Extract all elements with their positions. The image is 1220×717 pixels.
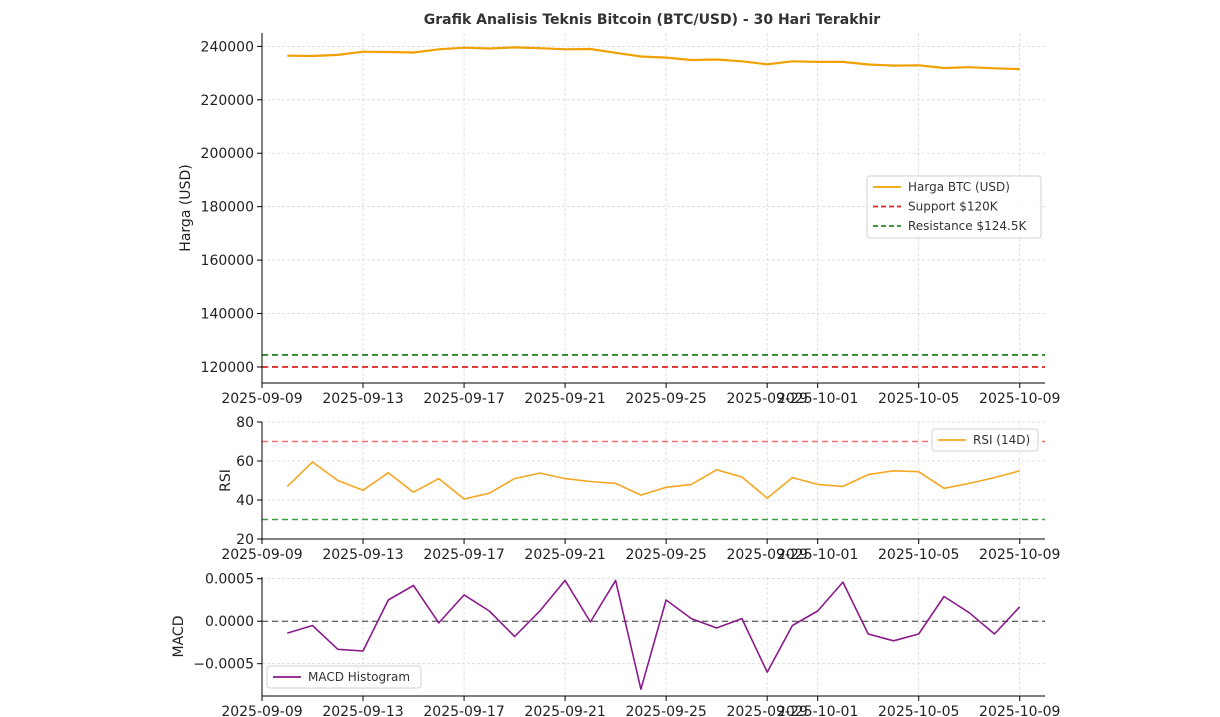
y-axis-label: RSI <box>218 469 234 492</box>
y-tick-label: 80 <box>236 415 254 431</box>
price-panel: 120000 140000 160000 180000 200000 220000 2400… <box>178 33 1060 407</box>
series-line <box>286 461 1020 500</box>
y-tick-label: 60 <box>236 454 254 470</box>
x-tick-label: 2025-10-05 <box>878 547 959 563</box>
y-tick-label: 160000 <box>201 253 254 269</box>
x-tick-label: 2025-10-05 <box>878 391 959 407</box>
x-tick-label: 2025-10-09 <box>979 547 1060 563</box>
x-tick-label: 2025-09-29 <box>726 704 807 717</box>
y-tick-label: −0.0005 <box>193 657 254 673</box>
series-line <box>287 46 1020 71</box>
legend-box <box>866 175 1042 239</box>
y-tick-label: 220000 <box>201 93 254 109</box>
x-tick-label: 2025-09-25 <box>625 704 706 717</box>
series-line <box>287 579 1021 691</box>
y-tick-label: 140000 <box>201 307 254 323</box>
x-tick-label: 2025-10-01 <box>777 547 858 563</box>
x-tick-label: 2025-10-01 <box>777 391 858 407</box>
x-tick-label: 2025-09-17 <box>423 391 504 407</box>
legend-label: Harga BTC (USD) <box>908 180 1010 194</box>
x-tick-label: 2025-09-29 <box>726 391 807 407</box>
y-tick-label: 0.0005 <box>205 572 254 588</box>
x-tick-label: 2025-09-13 <box>322 704 403 717</box>
x-tick-label: 2025-09-13 <box>322 547 403 563</box>
y-axis-label: MACD <box>171 616 187 658</box>
rsi-panel: 20 40 60 80 2025-09-09 2025-09-13 2025-09-17 20… <box>218 415 1060 563</box>
y-tick-label: 0.0000 <box>205 614 254 630</box>
x-tick-label: 2025-09-09 <box>221 547 302 563</box>
x-tick-label: 2025-09-09 <box>221 704 302 717</box>
legend-box <box>266 665 422 689</box>
y-tick-label: 240000 <box>201 39 254 55</box>
x-tick-label: 2025-09-09 <box>221 391 302 407</box>
x-tick-label: 2025-09-13 <box>322 391 403 407</box>
legend-label: RSI (14D) <box>973 433 1030 447</box>
x-tick-label: 2025-10-01 <box>777 704 858 717</box>
x-tick-label: 2025-10-09 <box>979 704 1060 717</box>
y-axis-label: Harga (USD) <box>178 164 194 251</box>
y-tick-label: 200000 <box>201 146 254 162</box>
x-tick-label: 2025-09-21 <box>524 704 605 717</box>
legend-label: Resistance $124.5K <box>908 219 1027 233</box>
x-tick-label: 2025-09-25 <box>625 547 706 563</box>
y-tick-label: 120000 <box>201 360 254 376</box>
x-tick-label: 2025-10-05 <box>878 704 959 717</box>
legend-box <box>931 428 1039 452</box>
chart-title: Grafik Analisis Teknis Bitcoin (BTC/USD)… <box>424 12 881 28</box>
legend-label: Support $120K <box>908 200 999 214</box>
y-tick-label: 180000 <box>201 200 254 216</box>
y-tick-label: 20 <box>236 532 254 548</box>
legend-label: MACD Histogram <box>308 670 410 684</box>
x-tick-label: 2025-09-29 <box>726 547 807 563</box>
x-tick-label: 2025-09-17 <box>423 704 504 717</box>
x-tick-label: 2025-09-21 <box>524 391 605 407</box>
x-tick-label: 2025-09-21 <box>524 547 605 563</box>
macd-panel: −0.0005 0.0000 0.0005 2025-09-09 2025-09-13 2… <box>171 572 1060 717</box>
x-tick-label: 2025-10-09 <box>979 391 1060 407</box>
x-tick-label: 2025-09-17 <box>423 547 504 563</box>
x-tick-label: 2025-09-25 <box>625 391 706 407</box>
y-tick-label: 40 <box>236 493 254 509</box>
